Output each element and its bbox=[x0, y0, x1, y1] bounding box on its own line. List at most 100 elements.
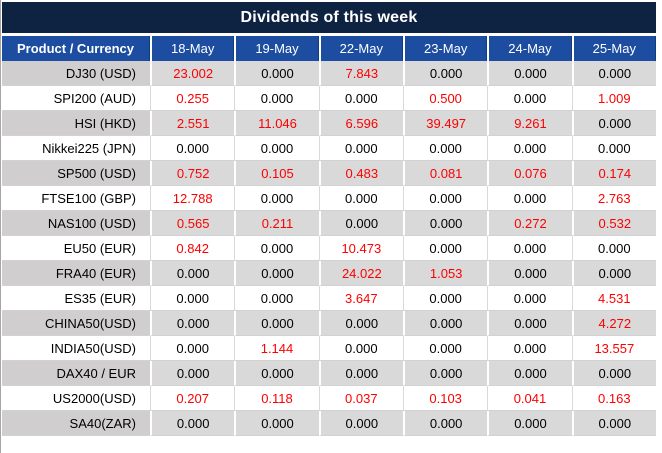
dividend-value: 0.103 bbox=[402, 386, 488, 411]
dividend-value: 0.000 bbox=[318, 336, 403, 361]
dividend-value: 0.000 bbox=[150, 411, 235, 436]
dividend-value: 0.000 bbox=[234, 311, 319, 336]
dividends-table: Product / Currency 18-May 19-May 22-May … bbox=[2, 36, 656, 436]
table-row: ES35 (EUR) 0.000 0.000 3.647 0.000 0.000 4.531 bbox=[2, 286, 656, 311]
dividend-value: 0.272 bbox=[487, 211, 572, 236]
table-row: NAS100 (USD) 0.565 0.211 0.000 0.000 0.272 0.5… bbox=[2, 211, 656, 236]
dividend-value: 0.000 bbox=[571, 61, 656, 86]
dividend-value: 0.076 bbox=[487, 161, 572, 186]
dividend-value: 0.000 bbox=[234, 186, 319, 211]
dividend-value: 0.255 bbox=[150, 86, 235, 111]
product-label: SPI200 (AUD) bbox=[2, 86, 150, 111]
dividend-value: 0.000 bbox=[487, 186, 572, 211]
dividend-value: 0.000 bbox=[150, 136, 235, 161]
dividend-value: 0.532 bbox=[571, 211, 656, 236]
column-header-date-6: 25-May bbox=[571, 36, 656, 61]
column-header-date-2: 19-May bbox=[234, 36, 319, 61]
table-row: Nikkei225 (JPN) 0.000 0.000 0.000 0.000 0.000… bbox=[2, 136, 656, 161]
dividend-value: 24.022 bbox=[318, 261, 403, 286]
dividend-value: 12.788 bbox=[150, 186, 235, 211]
dividend-value: 0.000 bbox=[571, 411, 656, 436]
dividend-value: 0.000 bbox=[571, 236, 656, 261]
product-label: FTSE100 (GBP) bbox=[2, 186, 150, 211]
dividend-value: 0.565 bbox=[150, 211, 235, 236]
dividend-value: 3.647 bbox=[318, 286, 403, 311]
column-header-product: Product / Currency bbox=[2, 36, 150, 61]
dividend-value: 0.000 bbox=[402, 61, 488, 86]
dividend-value: 0.000 bbox=[487, 336, 572, 361]
dividend-value: 0.483 bbox=[318, 161, 403, 186]
dividend-value: 0.000 bbox=[487, 411, 572, 436]
product-label: DJ30 (USD) bbox=[2, 61, 150, 86]
product-label: FRA40 (EUR) bbox=[2, 261, 150, 286]
dividend-value: 0.000 bbox=[150, 261, 235, 286]
dividend-value: 0.000 bbox=[402, 311, 488, 336]
dividend-value: 0.000 bbox=[234, 236, 319, 261]
dividend-value: 0.000 bbox=[234, 86, 319, 111]
table-row: FRA40 (EUR) 0.000 0.000 24.022 1.053 0.000 0.0… bbox=[2, 261, 656, 286]
dividend-value: 0.000 bbox=[571, 261, 656, 286]
dividend-value: 0.000 bbox=[571, 361, 656, 386]
product-label: EU50 (EUR) bbox=[2, 236, 150, 261]
dividend-value: 9.261 bbox=[487, 111, 572, 136]
dividend-value: 0.000 bbox=[234, 61, 319, 86]
column-header-date-5: 24-May bbox=[487, 36, 572, 61]
dividend-value: 1.144 bbox=[234, 336, 319, 361]
table-row: INDIA50(USD) 0.000 1.144 0.000 0.000 0.000 13.… bbox=[2, 336, 656, 361]
product-label: Nikkei225 (JPN) bbox=[2, 136, 150, 161]
dividend-value: 0.118 bbox=[234, 386, 319, 411]
dividend-value: 1.009 bbox=[571, 86, 656, 111]
dividend-value: 0.000 bbox=[487, 261, 572, 286]
dividend-value: 0.000 bbox=[318, 186, 403, 211]
dividend-value: 0.000 bbox=[402, 336, 488, 361]
dividend-value: 0.000 bbox=[487, 86, 572, 111]
dividend-value: 0.000 bbox=[318, 361, 403, 386]
table-header-row: Product / Currency 18-May 19-May 22-May … bbox=[2, 36, 656, 61]
dividend-value: 0.000 bbox=[487, 361, 572, 386]
dividend-value: 0.752 bbox=[150, 161, 235, 186]
table-row: EU50 (EUR) 0.842 0.000 10.473 0.000 0.000 0.00… bbox=[2, 236, 656, 261]
dividend-value: 0.000 bbox=[234, 361, 319, 386]
dividend-value: 0.000 bbox=[402, 186, 488, 211]
dividend-value: 0.000 bbox=[318, 136, 403, 161]
dividend-value: 0.000 bbox=[487, 286, 572, 311]
dividend-value: 0.000 bbox=[150, 311, 235, 336]
dividend-value: 0.000 bbox=[234, 136, 319, 161]
dividend-value: 1.053 bbox=[402, 261, 488, 286]
dividend-value: 0.000 bbox=[150, 336, 235, 361]
product-label: US2000(USD) bbox=[2, 386, 150, 411]
dividend-value: 7.843 bbox=[318, 61, 403, 86]
dividend-value: 2.551 bbox=[150, 111, 235, 136]
column-header-date-1: 18-May bbox=[150, 36, 235, 61]
dividend-value: 39.497 bbox=[402, 111, 488, 136]
table-row: SA40(ZAR) 0.000 0.000 0.000 0.000 0.000 0.000 bbox=[2, 411, 656, 436]
dividend-value: 0.000 bbox=[571, 111, 656, 136]
dividend-value: 0.174 bbox=[571, 161, 656, 186]
dividend-value: 0.000 bbox=[150, 361, 235, 386]
dividend-value: 4.272 bbox=[571, 311, 656, 336]
product-label: INDIA50(USD) bbox=[2, 336, 150, 361]
dividend-value: 11.046 bbox=[234, 111, 319, 136]
dividend-value: 23.002 bbox=[150, 61, 235, 86]
dividend-value: 6.596 bbox=[318, 111, 403, 136]
product-label: SP500 (USD) bbox=[2, 161, 150, 186]
product-label: NAS100 (USD) bbox=[2, 211, 150, 236]
dividend-value: 0.000 bbox=[234, 261, 319, 286]
table-row: DJ30 (USD) 23.002 0.000 7.843 0.000 0.000 0.00… bbox=[2, 61, 656, 86]
dividend-value: 0.000 bbox=[234, 411, 319, 436]
dividend-value: 0.000 bbox=[234, 286, 319, 311]
dividend-value: 13.557 bbox=[571, 336, 656, 361]
table-row: CHINA50(USD) 0.000 0.000 0.000 0.000 0.000 4.2… bbox=[2, 311, 656, 336]
dividend-value: 0.000 bbox=[318, 411, 403, 436]
table-row: HSI (HKD) 2.551 11.046 6.596 39.497 9.261 0.00… bbox=[2, 111, 656, 136]
dividend-value: 0.000 bbox=[402, 136, 488, 161]
dividend-value: 0.211 bbox=[234, 211, 319, 236]
table-row: SP500 (USD) 0.752 0.105 0.483 0.081 0.076 0.17… bbox=[2, 161, 656, 186]
dividend-value: 4.531 bbox=[571, 286, 656, 311]
product-label: SA40(ZAR) bbox=[2, 411, 150, 436]
dividend-value: 10.473 bbox=[318, 236, 403, 261]
dividend-value: 0.000 bbox=[318, 311, 403, 336]
dividend-value: 0.163 bbox=[571, 386, 656, 411]
dividend-value: 2.763 bbox=[571, 186, 656, 211]
